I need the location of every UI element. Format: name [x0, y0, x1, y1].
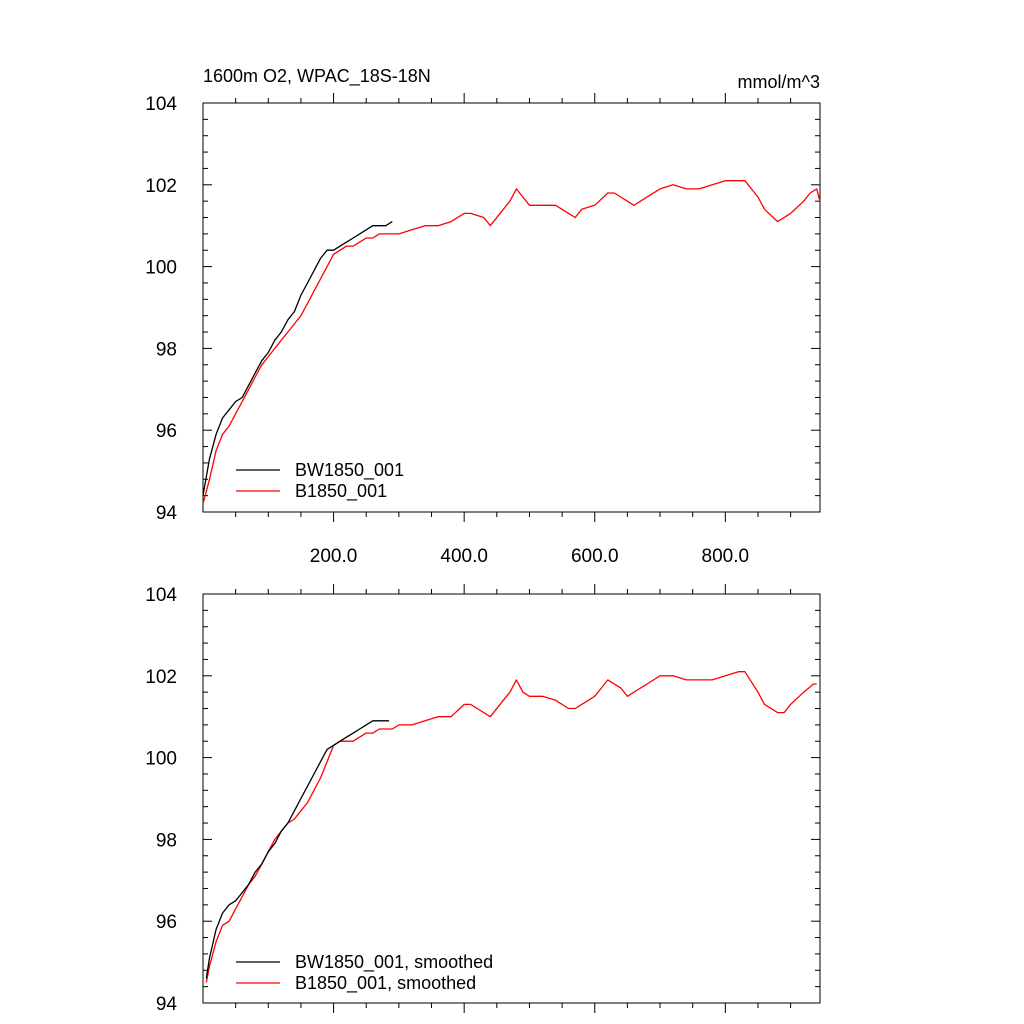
plot-title: 1600m O2, WPAC_18S-18N — [203, 66, 431, 87]
y-tick-label: 104 — [145, 585, 177, 606]
y-tick-label: 102 — [145, 667, 177, 688]
y-tick-label: 100 — [145, 258, 177, 279]
series-line-bw1850_001 — [202, 221, 393, 496]
x-tick-label: 600.0 — [571, 546, 619, 567]
legend-label: BW1850_001, smoothed — [295, 952, 493, 973]
legend-label: B1850_001 — [295, 481, 387, 502]
bottom-panel: 94 96 98 100 102 104 BW1850_001, smoothedB1850… — [145, 584, 821, 1015]
series-line-b1850_001 — [205, 671, 817, 983]
legend-label: BW1850_001 — [295, 460, 404, 481]
x-tick-label: 200.0 — [310, 546, 358, 567]
top-panel: 94 96 98 100 102 104 200.0 400.0 600.0 800.0 BW185… — [145, 93, 821, 567]
y-tick-label: 104 — [145, 94, 177, 115]
plot-frame — [202, 593, 821, 1004]
y-tick-label: 102 — [145, 176, 177, 197]
x-tick-label: 800.0 — [702, 546, 750, 567]
y-tick-label: 100 — [145, 749, 177, 770]
y-tick-label: 98 — [156, 339, 177, 360]
y-tick-label: 96 — [156, 912, 177, 933]
legend-label: B1850_001, smoothed — [295, 973, 476, 994]
plot-frame — [202, 102, 821, 513]
series-line-b1850_001 — [202, 180, 821, 504]
y-tick-label: 94 — [156, 503, 178, 524]
series-line-bw1850_001 — [205, 720, 390, 979]
y-tick-label: 96 — [156, 421, 177, 442]
y-tick-label: 98 — [156, 830, 177, 851]
x-tick-label: 400.0 — [440, 546, 488, 567]
units-label: mmol/m^3 — [738, 72, 820, 92]
y-tick-label: 94 — [156, 994, 178, 1015]
